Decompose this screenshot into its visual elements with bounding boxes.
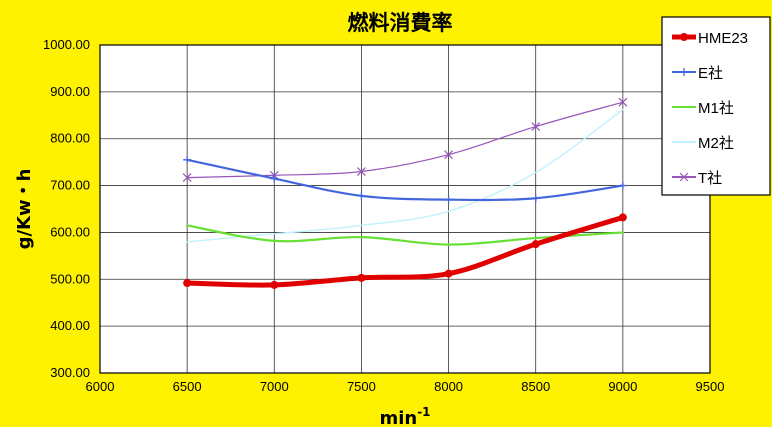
- y-tick-labels: 300.00 400.00 500.00 600.00 700.00 800.00 900.…: [43, 37, 90, 380]
- x-tick-label-5: 8500: [521, 379, 550, 394]
- series-0-point-0: [183, 279, 192, 288]
- y-tick-label-3: 600.00: [50, 224, 90, 239]
- y-tick-label-7: 1000.00: [43, 37, 90, 52]
- axes: [99, 44, 711, 374]
- series-1-point-3: [444, 195, 453, 204]
- y-tick-label-5: 800.00: [50, 131, 90, 146]
- x-tick-label-1: 6500: [173, 379, 202, 394]
- series-1-point-4: [531, 194, 540, 203]
- legend-marker-4: [679, 172, 689, 182]
- plot-border: [99, 44, 711, 374]
- chart-title: 燃料消費率: [348, 11, 453, 35]
- series-3: [186, 108, 624, 243]
- x-tick-label-7: 9500: [696, 379, 725, 394]
- series-4-point-0: [182, 173, 192, 183]
- series-0-point-2: [357, 273, 366, 282]
- series-4-point-5: [618, 97, 628, 107]
- x-axis-title: min-1: [379, 405, 430, 427]
- x-axis-title-superscript: -1: [417, 405, 430, 419]
- y-tick-label-6: 900.00: [50, 84, 90, 99]
- series-0-point-3: [444, 269, 453, 278]
- legend-label-4: T社: [698, 170, 722, 187]
- series-1-point-0: [183, 155, 192, 164]
- y-tick-label-2: 500.00: [50, 271, 90, 286]
- series-1: [183, 155, 627, 204]
- series-1-point-2: [357, 191, 366, 200]
- series-line-3: [186, 108, 624, 243]
- series-1-point-5: [618, 181, 627, 190]
- legend-label-2: M1社: [698, 100, 734, 117]
- x-tick-label-3: 7500: [347, 379, 376, 394]
- y-tick-label-0: 300.00: [50, 365, 90, 380]
- series-4-point-3: [444, 150, 453, 160]
- y-tick-label-1: 400.00: [50, 318, 90, 333]
- series-0-point-4: [531, 240, 540, 249]
- series-0-point-5: [618, 213, 627, 222]
- series-4-point-2: [357, 167, 366, 176]
- series-line-1: [186, 158, 624, 202]
- x-tick-label-2: 7000: [260, 379, 289, 394]
- x-tick-label-6: 9000: [608, 379, 637, 394]
- legend-label-3: M2社: [698, 135, 734, 152]
- series-4-point-4: [531, 122, 541, 131]
- x-tick-label-0: 6000: [86, 379, 115, 394]
- legend-label-0: HME23: [698, 30, 748, 47]
- y-tick-label-4: 700.00: [50, 178, 90, 193]
- series-1-point-1: [270, 174, 279, 183]
- x-axis-title-main: min: [379, 408, 417, 427]
- series-lines: [182, 97, 628, 289]
- legend-label-1: E社: [698, 65, 723, 82]
- series-2: [186, 224, 624, 246]
- grid-lines: [99, 44, 711, 374]
- y-axis-title: g/Kw・h: [14, 169, 35, 250]
- series-line-2: [186, 224, 624, 246]
- series-0: [183, 213, 627, 289]
- legend-marker-0: [680, 33, 688, 41]
- plot-area: [100, 45, 710, 373]
- series-0-point-1: [270, 280, 279, 289]
- x-tick-labels: 6000 6500 7000 7500 8000 8500 9000 9500: [86, 379, 725, 394]
- legend-marker-1: [680, 68, 688, 76]
- legend: HME23 E社 M1社 M2社 T社: [661, 16, 771, 196]
- series-line-0: [184, 214, 626, 288]
- x-tick-label-4: 8000: [434, 379, 463, 394]
